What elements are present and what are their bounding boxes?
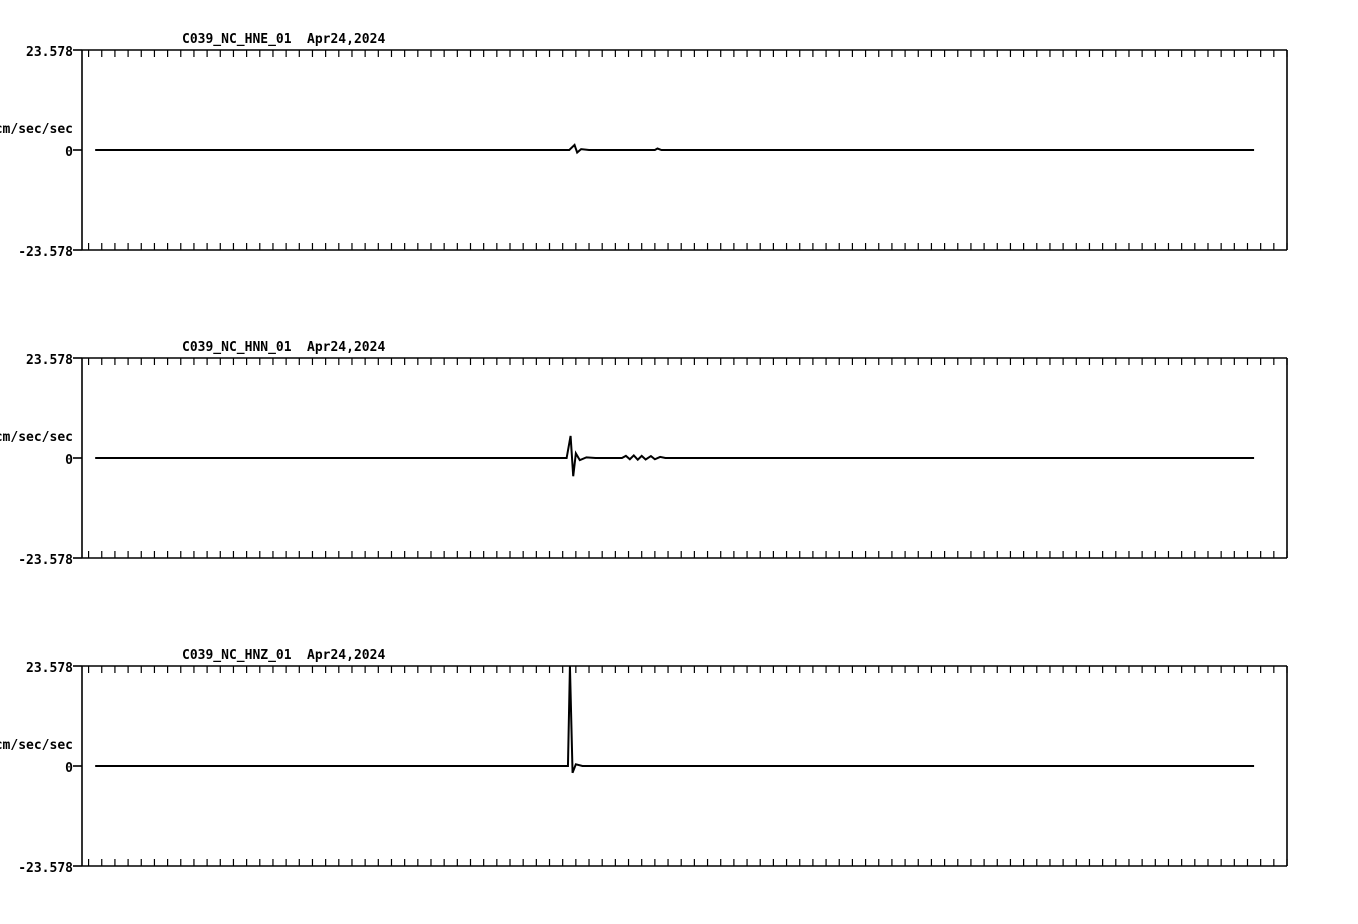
panel-hnz-axis-unit-label: cm/sec/sec xyxy=(0,738,73,753)
panel-hne-ymin-label: -23.578 xyxy=(18,245,73,260)
panel-hnn-trace xyxy=(95,435,1255,477)
panel-hnz-y-ticks xyxy=(73,665,82,867)
panel-hnz-station-label: C039_NC_HNZ_01 xyxy=(182,648,292,663)
panel-hne-y-ticks xyxy=(73,49,82,251)
panel-hne-station-label: C039_NC_HNE_01 xyxy=(182,32,292,47)
panel-hnn-ymid-label: 0 xyxy=(65,453,73,468)
panel-hne-x-ticks xyxy=(87,50,1288,250)
panel-hnn-station-label: C039_NC_HNN_01 xyxy=(182,340,292,355)
panel-hnn-ymax-label: 23.578 xyxy=(26,353,73,368)
panel-hne-date-label: Apr24,2024 xyxy=(307,32,385,47)
panel-hnn-y-ticks xyxy=(73,357,82,559)
panel-hnz-ymax-label: 23.578 xyxy=(26,661,73,676)
panel-hnz-ymid-label: 0 xyxy=(65,761,73,776)
panel-hnn-x-ticks xyxy=(87,358,1288,558)
panel-hnn-axis-unit-label: cm/sec/sec xyxy=(0,430,73,445)
panel-hne-ymid-label: 0 xyxy=(65,145,73,160)
panel-hnz-plot: C039_NC_HNZ_01 Apr24,2024 23.578 cm/sec/… xyxy=(0,648,1288,876)
panel-hnn-ymin-label: -23.578 xyxy=(18,553,73,568)
panel-hne-plot: C039_NC_HNE_01 Apr24,2024 23.578 cm/sec/… xyxy=(0,32,1288,260)
panel-hnz-date-label: Apr24,2024 xyxy=(307,648,385,663)
panel-hnn-date-label: Apr24,2024 xyxy=(307,340,385,355)
panel-hnn: C039_NC_HNN_01 Apr24,2024 23.578 cm/sec/… xyxy=(0,308,1358,608)
panel-hnz: C039_NC_HNZ_01 Apr24,2024 23.578 cm/sec/… xyxy=(0,616,1358,924)
panel-hne: C039_NC_HNE_01 Apr24,2024 23.578 cm/sec/… xyxy=(0,0,1358,300)
panel-hne-trace xyxy=(95,143,1255,155)
panel-hne-axis-unit-label: cm/sec/sec xyxy=(0,122,73,137)
panel-hnz-trace xyxy=(95,665,1255,774)
panel-hne-ymax-label: 23.578 xyxy=(26,45,73,60)
panel-hnz-ymin-label: -23.578 xyxy=(18,861,73,876)
panel-hnz-x-ticks xyxy=(87,666,1288,866)
panel-hnn-plot: C039_NC_HNN_01 Apr24,2024 23.578 cm/sec/… xyxy=(0,340,1288,568)
